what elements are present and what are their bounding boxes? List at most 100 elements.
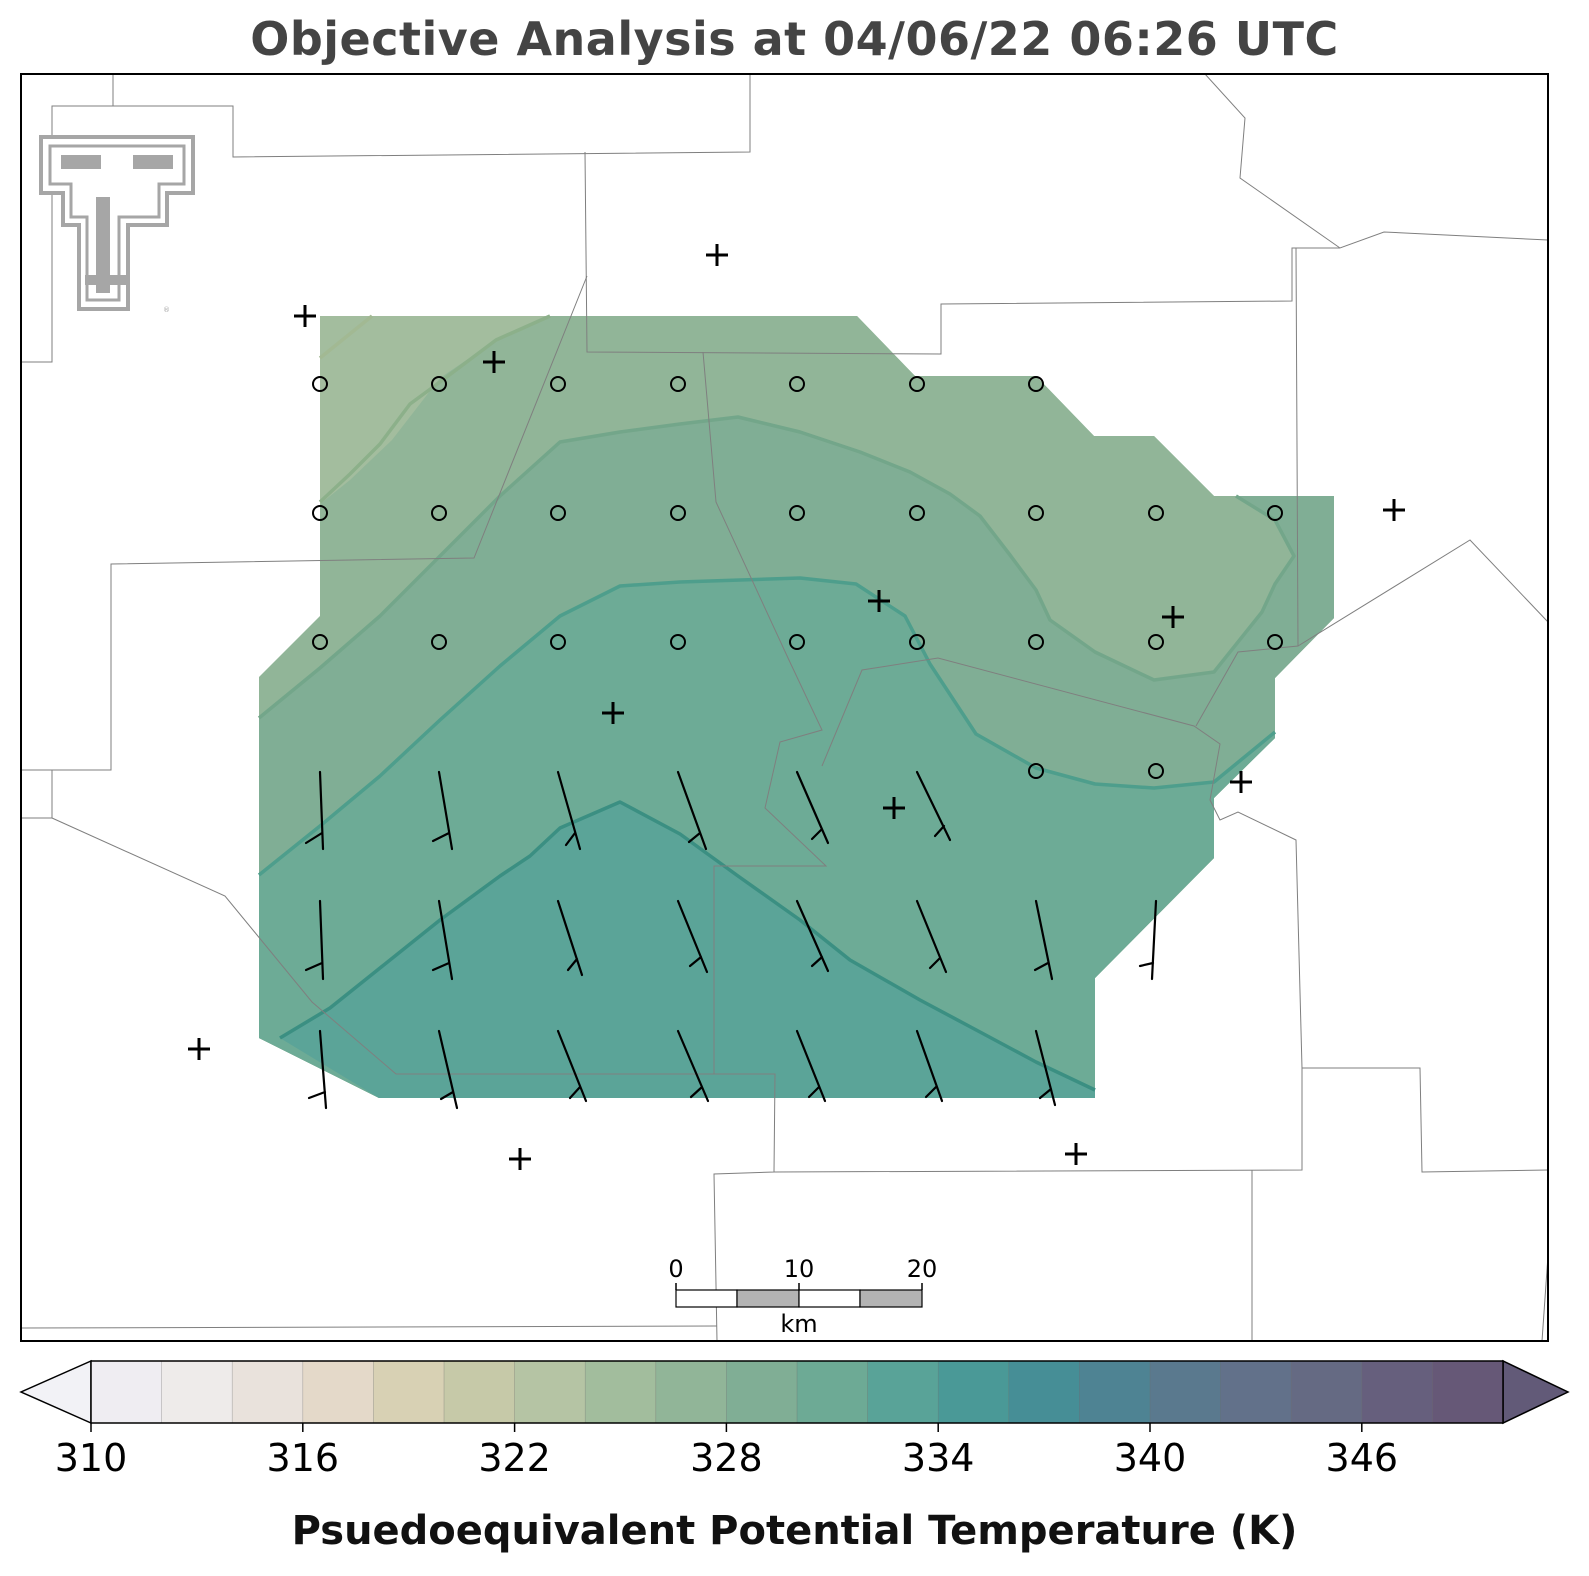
colorbar-swatch [373, 1361, 445, 1423]
scale-bar: 0 10 20 km [668, 1255, 937, 1338]
colorbar-tick-label: 340 [1114, 1436, 1187, 1480]
contour-line [257, 576, 1277, 877]
calm-marker [909, 634, 925, 650]
colorbar-frame [90, 1360, 1504, 1424]
wind-barbs [304, 770, 1158, 1110]
colorbar-label: Psuedoequivalent Potential Temperature (… [291, 1508, 1298, 1554]
colorbar-swatch [1079, 1361, 1151, 1423]
texas-tech-double-t-logo: ® [39, 135, 195, 314]
station-marker [1162, 606, 1184, 628]
map-frame [20, 73, 1549, 1342]
colorbar-swatch [444, 1361, 516, 1423]
calm-marker [431, 634, 447, 650]
station-marker [1065, 1143, 1087, 1165]
colorbar-swatch [1150, 1361, 1222, 1423]
calm-marker [789, 634, 805, 650]
theta-e-contours [257, 314, 1296, 1092]
station-marker [294, 305, 316, 327]
theta-e-fill [259, 316, 1334, 1098]
station-marker [1230, 771, 1252, 793]
calm-marker [789, 505, 805, 521]
colorbar-swatch [232, 1361, 304, 1423]
station-marker [602, 702, 624, 724]
county-boundaries [21, 74, 1548, 1341]
colorbar-tick-label: 328 [690, 1436, 763, 1480]
calm-marker [1148, 763, 1164, 779]
calm-marker [909, 505, 925, 521]
calm-marker [431, 505, 447, 521]
calm-marker [670, 634, 686, 650]
colorbar-swatch [655, 1361, 727, 1423]
calm-marker [670, 505, 686, 521]
colorbar-swatch [585, 1361, 657, 1423]
calm-marker [670, 376, 686, 392]
calm-marker [431, 376, 447, 392]
station-marker [883, 797, 905, 819]
wind-barb [307, 1029, 328, 1110]
calm-marker [550, 376, 566, 392]
wind-barb [676, 899, 709, 974]
scale-unit: km [780, 1310, 817, 1338]
wind-barb [795, 770, 830, 845]
scale-label-20: 20 [907, 1255, 938, 1283]
colorbar-extend-under [19, 1359, 92, 1425]
wind-barb [304, 899, 325, 981]
colorbar-tick-label: 346 [1326, 1436, 1399, 1480]
wind-barb [431, 770, 454, 851]
colorbar-swatch [514, 1361, 586, 1423]
calm-marker [789, 376, 805, 392]
wind-barb [556, 770, 582, 851]
wind-barb [1033, 899, 1054, 981]
wind-barb [795, 1029, 827, 1103]
scale-label-0: 0 [668, 1255, 683, 1283]
colorbar-swatch [1432, 1361, 1504, 1423]
calm-marker [1148, 634, 1164, 650]
scale-label-10: 10 [784, 1255, 815, 1283]
colorbar-tick-label: 316 [267, 1436, 340, 1480]
calm-marker [550, 634, 566, 650]
colorbar-swatch [161, 1361, 233, 1423]
colorbar-swatch [91, 1361, 163, 1423]
colorbar-swatch [726, 1361, 798, 1423]
wind-barb [915, 899, 948, 974]
wind-barb [676, 770, 708, 851]
colorbar-swatch [1291, 1361, 1363, 1423]
colorbar-swatch [867, 1361, 939, 1423]
wind-barb [795, 899, 830, 973]
contour-line [257, 415, 1296, 720]
calm-marker [1148, 505, 1164, 521]
calm-marker [1028, 376, 1044, 392]
wind-barb [304, 770, 325, 851]
calm-marker [1028, 763, 1044, 779]
station-marker [706, 244, 728, 266]
colorbar-swatch [302, 1361, 374, 1423]
calm-marker [312, 505, 328, 521]
calm-marker [1267, 505, 1283, 521]
calm-marker [1028, 634, 1044, 650]
wind-barb [915, 770, 952, 842]
calm-wind-markers [312, 376, 1283, 779]
calm-marker [909, 376, 925, 392]
colorbar-tick-label: 310 [55, 1436, 128, 1480]
calm-marker [1267, 634, 1283, 650]
station-marker [509, 1148, 531, 1170]
colorbar-tick-label: 334 [902, 1436, 975, 1480]
calm-marker [1028, 505, 1044, 521]
wind-barb [437, 1029, 459, 1110]
station-markers [188, 244, 1405, 1170]
wind-barb [1138, 899, 1158, 981]
colorbar-extend-over [1502, 1359, 1570, 1425]
wind-barb [556, 899, 584, 977]
colorbar-swatch [1008, 1361, 1080, 1423]
colorbar: 310 316 322 328 334 340 346 [19, 1359, 1570, 1480]
colorbar-swatch [1361, 1361, 1433, 1423]
wind-barb [556, 1029, 588, 1103]
station-marker [868, 590, 890, 612]
wind-barb [1034, 1029, 1057, 1107]
contour-line [318, 314, 551, 504]
wind-barb [676, 1029, 710, 1103]
wind-barb [915, 1029, 944, 1103]
station-marker [1383, 499, 1405, 521]
calm-marker [312, 634, 328, 650]
wind-barb [431, 899, 454, 981]
